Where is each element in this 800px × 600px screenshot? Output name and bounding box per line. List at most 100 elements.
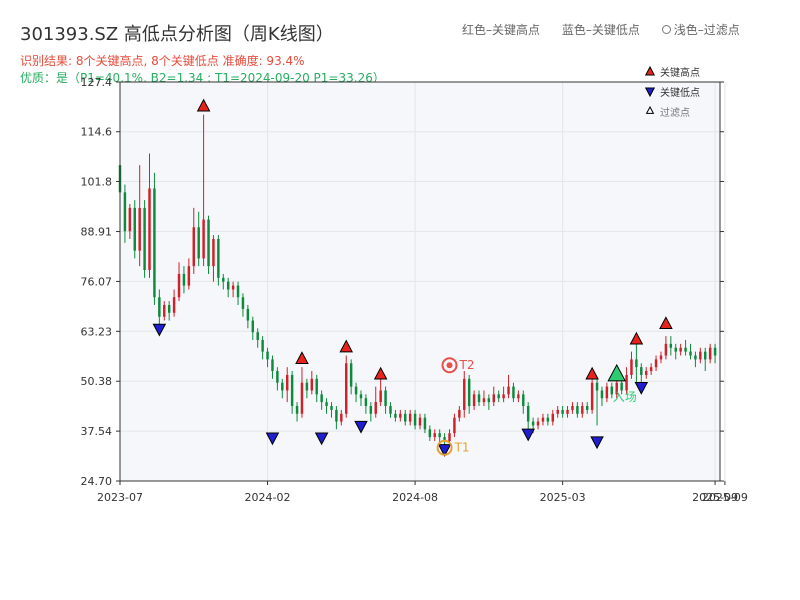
candle-body	[182, 273, 186, 286]
candle-body	[551, 413, 555, 422]
candle-body	[330, 406, 333, 410]
candle-body	[256, 332, 259, 340]
candle-body	[148, 188, 151, 271]
candle-body	[374, 402, 377, 414]
candle-body	[620, 382, 623, 391]
key-high-marker	[339, 339, 354, 353]
candle-body	[394, 413, 397, 418]
chart-title: 301393.SZ 高低点分析图（周K线图）	[20, 24, 334, 45]
candle-body	[349, 363, 353, 387]
y-tick-label: 127.4	[81, 76, 113, 89]
candle-body	[281, 382, 284, 391]
y-tick-label: 24.70	[81, 475, 113, 488]
key-low-marker	[265, 432, 280, 446]
candle-body	[276, 371, 279, 383]
candle-body	[251, 320, 255, 333]
candle-body	[497, 394, 500, 399]
candle-body	[630, 359, 633, 375]
candle-body	[635, 359, 638, 368]
candle-body	[266, 351, 269, 360]
markers: T1 T2 入场	[152, 98, 673, 457]
candle-body	[222, 277, 225, 282]
candle-body	[526, 406, 530, 422]
candle-body	[271, 359, 274, 372]
key-low-marker	[521, 428, 535, 442]
candle-body	[428, 429, 432, 438]
candle-body	[684, 347, 687, 352]
light-circle-icon	[661, 25, 671, 34]
candle-body	[438, 433, 441, 438]
t1-circle	[436, 439, 453, 456]
candle-body	[300, 382, 304, 414]
candle-body	[231, 285, 235, 290]
candle-body	[467, 378, 471, 407]
candle-body	[413, 413, 417, 426]
key-low-marker	[437, 444, 452, 457]
candle-body	[143, 207, 146, 271]
x-tick-label: 2023-07	[97, 491, 143, 504]
y-tick-label: 88.91	[81, 226, 113, 239]
candle-body	[320, 394, 323, 403]
candle-body	[472, 394, 476, 407]
candle-body	[418, 417, 422, 426]
candle-body	[708, 347, 712, 360]
candle-body	[315, 378, 318, 395]
y-tick-label: 63.23	[81, 325, 113, 338]
candle-body	[674, 347, 677, 352]
candle-body	[463, 378, 466, 410]
x-tick-label: 2025-09	[692, 491, 738, 504]
candle-body	[138, 207, 141, 251]
recognition-result: 识别结果: 8个关键高点, 8个关键低点 准确度: 93.4%	[20, 54, 305, 68]
y-tick-label: 114.6	[81, 126, 113, 139]
candle-body	[590, 382, 594, 410]
candle-body	[389, 406, 392, 414]
legend-filtered-label: 过滤点	[660, 106, 690, 119]
candle-body	[645, 371, 648, 375]
candle-body	[163, 305, 166, 317]
candle-body	[290, 374, 294, 407]
entry-marker	[607, 363, 627, 382]
candle-body	[556, 409, 559, 414]
t1-label: T1	[454, 441, 470, 455]
x-tick-label: 2024-02	[245, 491, 291, 504]
candle-body	[453, 417, 456, 434]
legend-high-label: 关键高点	[660, 66, 700, 79]
legend-low-icon	[644, 87, 656, 98]
candle-body	[458, 409, 461, 418]
candle-body	[664, 343, 668, 356]
candle-body	[379, 390, 382, 403]
candle-body	[345, 363, 348, 414]
candle-body	[541, 417, 545, 422]
candle-body	[704, 351, 707, 360]
x-tick-label: 2025-03	[540, 491, 586, 504]
candle-body	[295, 406, 299, 414]
key-low-marker	[590, 436, 604, 450]
candle-body	[600, 390, 604, 399]
candle-body	[172, 297, 176, 313]
candle-body	[123, 192, 127, 232]
candle-body	[236, 285, 240, 298]
candle-body	[128, 207, 132, 232]
key-low-marker	[634, 382, 649, 395]
candle-body	[576, 406, 579, 414]
candle-body	[153, 188, 156, 298]
candle-body	[640, 367, 643, 375]
candle-body	[448, 433, 451, 441]
t2-label: T2	[459, 358, 475, 372]
candle-body	[492, 394, 495, 403]
candle-body	[177, 273, 181, 298]
axes: 127.4 114.6 101.8 88.91 76.07 63.23 50.38 37.54…	[81, 76, 748, 504]
legend-light-text: 浅色–过滤点	[661, 23, 758, 37]
t2-dot	[446, 362, 453, 369]
candle-body	[669, 343, 673, 348]
candle-body	[167, 305, 171, 313]
key-low-marker	[354, 420, 368, 434]
legend-high-icon	[644, 65, 656, 76]
candle-body	[581, 406, 584, 414]
key-low-marker	[152, 323, 167, 337]
candle-body	[404, 413, 407, 422]
legend-filtered-icon	[645, 105, 655, 114]
candle-body	[158, 297, 161, 317]
key-high-marker	[659, 316, 673, 330]
legend-blue-text: 蓝色–关键低点	[561, 23, 640, 37]
